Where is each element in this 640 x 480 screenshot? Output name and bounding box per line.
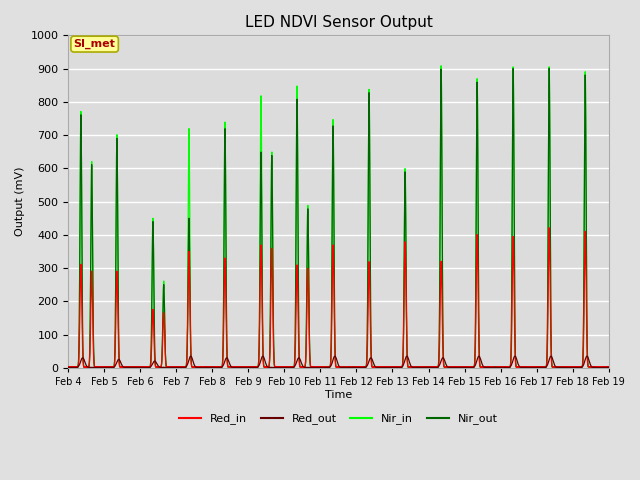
- Text: SI_met: SI_met: [74, 39, 116, 49]
- Y-axis label: Output (mV): Output (mV): [15, 167, 25, 236]
- X-axis label: Time: Time: [325, 390, 352, 400]
- Title: LED NDVI Sensor Output: LED NDVI Sensor Output: [244, 15, 433, 30]
- Legend: Red_in, Red_out, Nir_in, Nir_out: Red_in, Red_out, Nir_in, Nir_out: [175, 409, 502, 429]
